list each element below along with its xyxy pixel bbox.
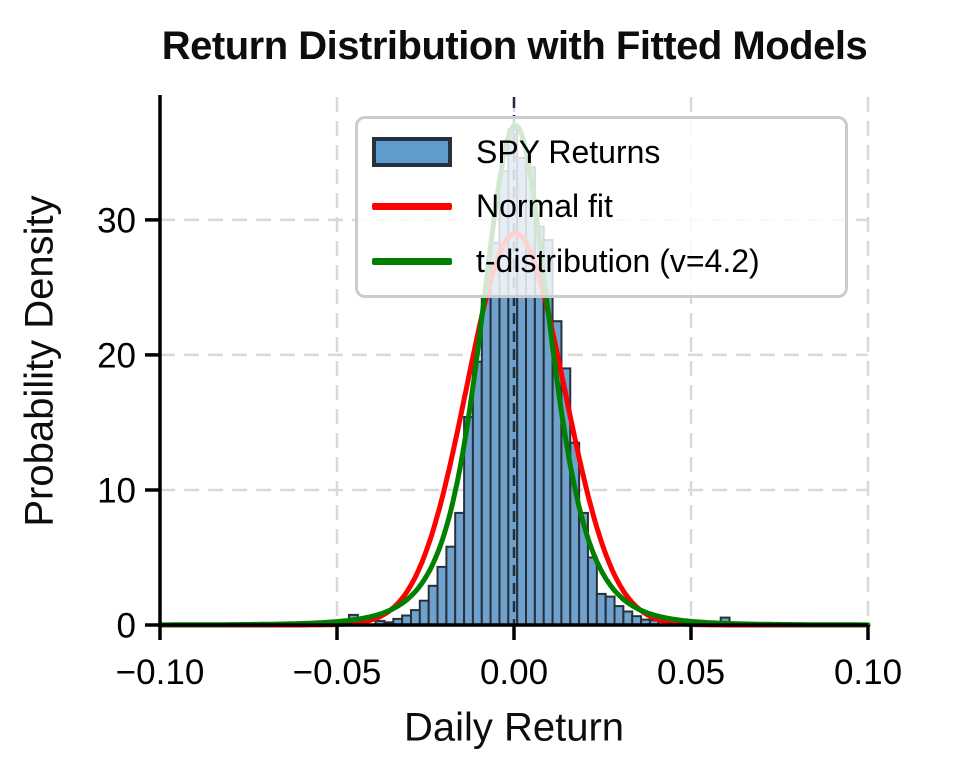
y-tick-label: 10 bbox=[97, 472, 136, 511]
x-tick-label: −0.10 bbox=[116, 653, 205, 692]
y-tick-label: 20 bbox=[97, 336, 136, 375]
y-tick-label: 0 bbox=[117, 607, 136, 646]
x-tick-label: −0.05 bbox=[293, 653, 382, 692]
histogram-bar bbox=[427, 584, 439, 626]
legend-label: SPY Returns bbox=[476, 133, 661, 170]
histogram-bar bbox=[613, 605, 625, 626]
histogram-bar bbox=[587, 556, 598, 626]
histogram-bar bbox=[480, 294, 492, 626]
legend: SPY Returns Normal fit t-distribution (v… bbox=[355, 116, 848, 298]
histogram-bar bbox=[436, 565, 448, 627]
histogram-bar bbox=[454, 511, 466, 627]
legend-label: t-distribution (v=4.2) bbox=[476, 243, 760, 280]
histogram-bar bbox=[622, 610, 634, 626]
x-axis-label: Daily Return bbox=[403, 705, 625, 750]
histogram-bar bbox=[489, 241, 501, 627]
legend-item-normal-fit: Normal fit bbox=[372, 189, 831, 224]
y-tick-label: 30 bbox=[97, 201, 136, 240]
x-tick-label: 0.00 bbox=[480, 653, 548, 692]
histogram-bar bbox=[595, 592, 607, 627]
normal-fit-line-icon bbox=[372, 203, 452, 211]
histogram-bar bbox=[410, 609, 421, 626]
t-distribution-line-icon bbox=[372, 258, 452, 266]
chart-title: Return Distribution with Fitted Models bbox=[161, 24, 868, 68]
x-tick-label: 0.05 bbox=[657, 653, 725, 692]
legend-item-t-distribution: t-distribution (v=4.2) bbox=[372, 243, 831, 280]
legend-item-spy-returns: SPY Returns bbox=[372, 133, 831, 170]
x-tick-label: 0.10 bbox=[834, 653, 902, 692]
histogram-bar bbox=[445, 545, 457, 627]
histogram-swatch-icon bbox=[372, 137, 452, 168]
histogram-bar bbox=[418, 599, 430, 627]
histogram-bar bbox=[604, 595, 616, 626]
legend-label: Normal fit bbox=[476, 188, 613, 225]
histogram-bar bbox=[471, 360, 483, 626]
